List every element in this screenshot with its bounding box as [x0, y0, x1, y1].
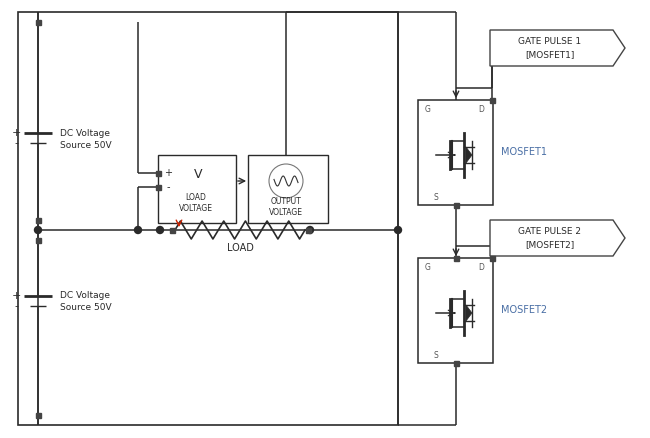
- Text: Source 50V: Source 50V: [60, 141, 112, 149]
- Bar: [36, 20, 40, 25]
- Bar: [306, 227, 311, 233]
- Polygon shape: [466, 305, 472, 321]
- Circle shape: [157, 226, 164, 233]
- Text: Source 50V: Source 50V: [60, 304, 112, 312]
- Bar: [489, 98, 495, 102]
- Circle shape: [307, 226, 313, 233]
- Text: +: +: [11, 291, 21, 301]
- Text: OUTPUT
VOLTAGE: OUTPUT VOLTAGE: [269, 197, 303, 217]
- Bar: [36, 237, 40, 243]
- Bar: [158, 155, 236, 223]
- Bar: [454, 360, 458, 365]
- Bar: [18, 12, 398, 425]
- Text: -: -: [166, 182, 170, 192]
- Bar: [489, 255, 495, 261]
- Text: -: -: [14, 138, 18, 148]
- Bar: [454, 255, 458, 261]
- Text: D: D: [478, 264, 484, 272]
- Text: [MOSFET1]: [MOSFET1]: [525, 50, 574, 60]
- Text: MOSFET1: MOSFET1: [501, 147, 547, 157]
- Text: [MOSFET2]: [MOSFET2]: [525, 240, 574, 250]
- Text: DC Voltage: DC Voltage: [60, 128, 110, 138]
- Bar: [170, 227, 174, 233]
- Bar: [418, 100, 493, 205]
- Bar: [454, 202, 458, 208]
- Bar: [155, 170, 161, 176]
- Circle shape: [395, 226, 402, 233]
- Text: +: +: [164, 168, 172, 178]
- Polygon shape: [466, 147, 472, 163]
- Text: MOSFET2: MOSFET2: [501, 305, 547, 315]
- Bar: [248, 155, 328, 223]
- Bar: [155, 184, 161, 190]
- Text: D: D: [478, 106, 484, 114]
- Circle shape: [269, 164, 303, 198]
- Circle shape: [34, 226, 42, 233]
- Text: LOAD
VOLTAGE: LOAD VOLTAGE: [179, 193, 213, 213]
- Text: G: G: [425, 106, 431, 114]
- Text: S: S: [434, 350, 438, 360]
- Bar: [36, 413, 40, 417]
- Text: DC Voltage: DC Voltage: [60, 292, 110, 300]
- Bar: [36, 218, 40, 223]
- Text: G: G: [425, 264, 431, 272]
- Text: GATE PULSE 2: GATE PULSE 2: [518, 227, 581, 237]
- Text: -: -: [14, 301, 18, 311]
- Text: LOAD: LOAD: [227, 243, 254, 253]
- Text: +: +: [11, 128, 21, 138]
- Circle shape: [135, 226, 142, 233]
- Bar: [418, 258, 493, 363]
- Polygon shape: [490, 220, 625, 256]
- Text: V: V: [194, 169, 202, 181]
- Text: S: S: [434, 192, 438, 201]
- Text: GATE PULSE 1: GATE PULSE 1: [518, 38, 581, 46]
- Polygon shape: [490, 30, 625, 66]
